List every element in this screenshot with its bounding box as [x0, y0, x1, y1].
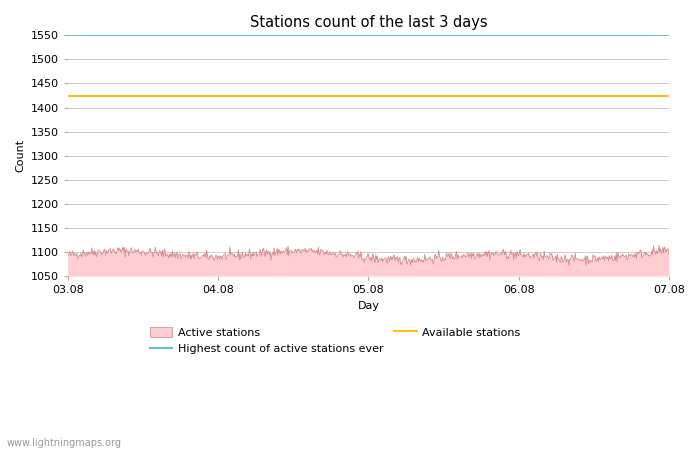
Text: www.lightningmaps.org: www.lightningmaps.org	[7, 438, 122, 448]
Legend: Active stations, Highest count of active stations ever, Available stations: Active stations, Highest count of active…	[146, 323, 525, 359]
Title: Stations count of the last 3 days: Stations count of the last 3 days	[250, 15, 487, 30]
Y-axis label: Count: Count	[15, 139, 25, 172]
X-axis label: Day: Day	[358, 301, 379, 310]
